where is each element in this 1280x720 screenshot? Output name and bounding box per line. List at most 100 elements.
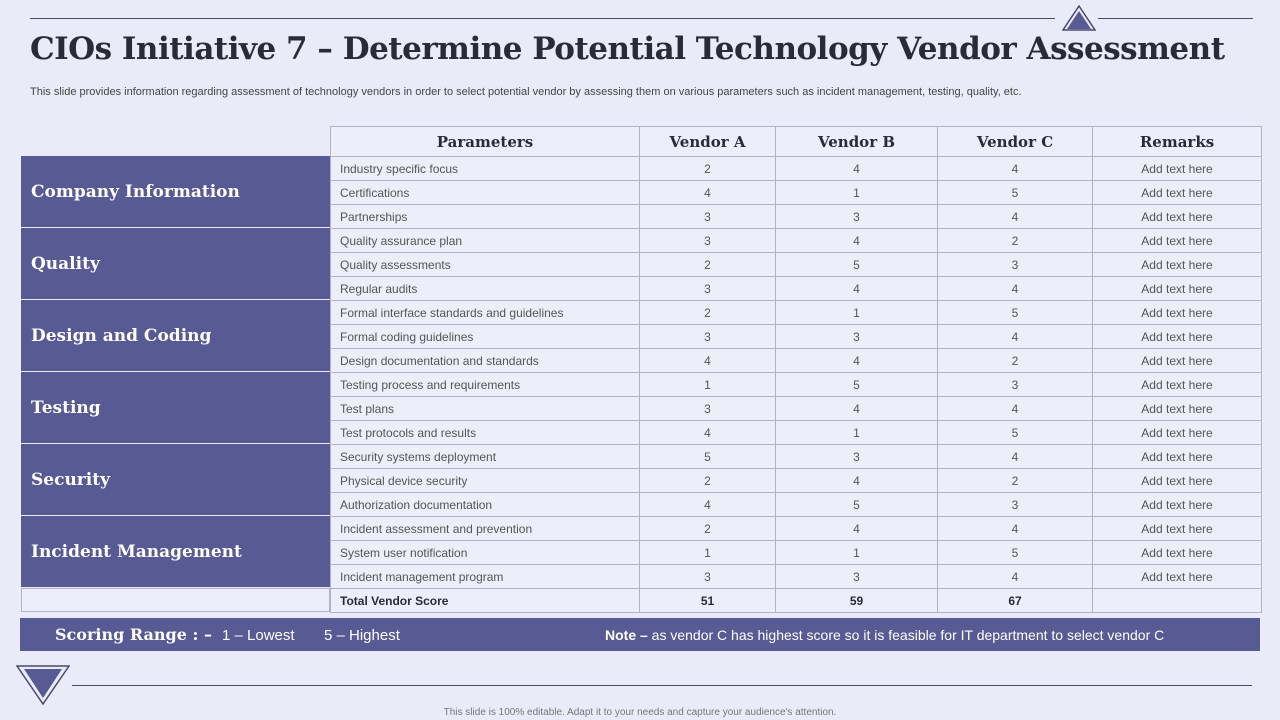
param-cell: Regular audits	[330, 276, 640, 301]
remarks-cell: Add text here	[1092, 228, 1262, 253]
table-row: Formal coding guidelines 3 3 4 Add text here	[330, 324, 1262, 349]
remarks-cell: Add text here	[1092, 348, 1262, 373]
vendor-b-cell: 3	[775, 324, 938, 349]
vendor-b-cell: 4	[775, 348, 938, 373]
remarks-cell: Add text here	[1092, 252, 1262, 277]
vendor-a-cell: 3	[639, 276, 776, 301]
param-cell: Authorization documentation	[330, 492, 640, 517]
category-incident-management: Incident Management	[21, 516, 330, 588]
table-row: Physical device security 2 4 2 Add text here	[330, 468, 1262, 493]
remarks-cell: Add text here	[1092, 396, 1262, 421]
param-cell: Quality assessments	[330, 252, 640, 277]
top-divider-right	[1098, 18, 1253, 19]
vendor-c-cell: 2	[937, 348, 1093, 373]
table-row: Testing process and requirements 1 5 3 Add t…	[330, 372, 1262, 397]
vendor-a-cell: 3	[639, 324, 776, 349]
vendor-c-cell: 4	[937, 156, 1093, 181]
table-row: Incident assessment and prevention 2 4 4 Add…	[330, 516, 1262, 541]
vendor-b-cell: 5	[775, 492, 938, 517]
table-row: Test plans 3 4 4 Add text here	[330, 396, 1262, 421]
total-remarks	[1092, 588, 1262, 613]
remarks-cell: Add text here	[1092, 300, 1262, 325]
table-row: Test protocols and results 4 1 5 Add text he…	[330, 420, 1262, 445]
category-security: Security	[21, 444, 330, 516]
vendor-b-cell: 5	[775, 252, 938, 277]
vendor-a-cell: 4	[639, 180, 776, 205]
total-vendor-c: 67	[937, 588, 1093, 613]
param-cell: Partnerships	[330, 204, 640, 229]
vendor-a-cell: 4	[639, 420, 776, 445]
scoring-highest: 5 – Highest	[324, 627, 400, 644]
table-row: Partnerships 3 3 4 Add text here	[330, 204, 1262, 229]
vendor-a-cell: 4	[639, 348, 776, 373]
vendor-b-cell: 1	[775, 180, 938, 205]
param-cell: Industry specific focus	[330, 156, 640, 181]
column-header-vendor-b: Vendor B	[775, 126, 938, 157]
table-row: Quality assurance plan 3 4 2 Add text here	[330, 228, 1262, 253]
table-header-row: Parameters Vendor A Vendor B Vendor C Re…	[330, 126, 1262, 157]
scoring-range-label: Scoring Range : –	[55, 625, 212, 644]
vendor-assessment-table: Parameters Vendor A Vendor B Vendor C Re…	[330, 126, 1262, 613]
bottom-divider	[72, 685, 1252, 686]
vendor-c-cell: 4	[937, 516, 1093, 541]
table-row: Design documentation and standards 4 4 2 Add…	[330, 348, 1262, 373]
table-row: Security systems deployment 5 3 4 Add text h…	[330, 444, 1262, 469]
vendor-b-cell: 4	[775, 396, 938, 421]
vendor-b-cell: 3	[775, 204, 938, 229]
page-subtitle: This slide provides information regardin…	[30, 86, 1022, 98]
remarks-cell: Add text here	[1092, 468, 1262, 493]
category-total-spacer	[21, 588, 330, 612]
remarks-cell: Add text here	[1092, 372, 1262, 397]
param-cell: Test protocols and results	[330, 420, 640, 445]
remarks-cell: Add text here	[1092, 444, 1262, 469]
remarks-cell: Add text here	[1092, 324, 1262, 349]
vendor-a-cell: 2	[639, 300, 776, 325]
vendor-a-cell: 2	[639, 156, 776, 181]
param-cell: System user notification	[330, 540, 640, 565]
table-row: Authorization documentation 4 5 3 Add text h…	[330, 492, 1262, 517]
category-quality: Quality	[21, 228, 330, 300]
param-cell: Incident assessment and prevention	[330, 516, 640, 541]
vendor-a-cell: 3	[639, 228, 776, 253]
vendor-a-cell: 2	[639, 252, 776, 277]
vendor-c-cell: 5	[937, 180, 1093, 205]
table-row: Formal interface standards and guideline…	[330, 300, 1262, 325]
note-text: Note – as vendor C has highest score so …	[605, 627, 1164, 643]
vendor-b-cell: 4	[775, 156, 938, 181]
vendor-c-cell: 3	[937, 252, 1093, 277]
remarks-cell: Add text here	[1092, 204, 1262, 229]
table-row: Quality assessments 2 5 3 Add text here	[330, 252, 1262, 277]
vendor-c-cell: 3	[937, 372, 1093, 397]
vendor-c-cell: 3	[937, 492, 1093, 517]
column-header-parameters: Parameters	[330, 126, 640, 157]
category-company-information: Company Information	[21, 156, 330, 228]
vendor-b-cell: 5	[775, 372, 938, 397]
vendor-c-cell: 2	[937, 228, 1093, 253]
vendor-c-cell: 2	[937, 468, 1093, 493]
category-testing: Testing	[21, 372, 330, 444]
table-row: Incident management program 3 3 4 Add text h…	[330, 564, 1262, 589]
param-cell: Testing process and requirements	[330, 372, 640, 397]
remarks-cell: Add text here	[1092, 180, 1262, 205]
vendor-c-cell: 5	[937, 420, 1093, 445]
vendor-b-cell: 4	[775, 516, 938, 541]
category-design-and-coding: Design and Coding	[21, 300, 330, 372]
vendor-b-cell: 1	[775, 540, 938, 565]
param-cell: Formal coding guidelines	[330, 324, 640, 349]
vendor-a-cell: 1	[639, 372, 776, 397]
param-cell: Security systems deployment	[330, 444, 640, 469]
vendor-c-cell: 4	[937, 564, 1093, 589]
vendor-a-cell: 3	[639, 564, 776, 589]
editable-note: This slide is 100% editable. Adapt it to…	[443, 707, 837, 718]
vendor-c-cell: 4	[937, 444, 1093, 469]
table-row: System user notification 1 1 5 Add text here	[330, 540, 1262, 565]
vendor-b-cell: 4	[775, 228, 938, 253]
triangle-bottom-icon	[16, 665, 70, 705]
total-row: Total Vendor Score 51 59 67	[330, 588, 1262, 613]
table-row: Industry specific focus 2 4 4 Add text here	[330, 156, 1262, 181]
vendor-a-cell: 3	[639, 396, 776, 421]
scoring-bar: Scoring Range : – 1 – Lowest 5 – Highest…	[20, 618, 1260, 651]
column-header-vendor-a: Vendor A	[639, 126, 776, 157]
remarks-cell: Add text here	[1092, 516, 1262, 541]
remarks-cell: Add text here	[1092, 564, 1262, 589]
